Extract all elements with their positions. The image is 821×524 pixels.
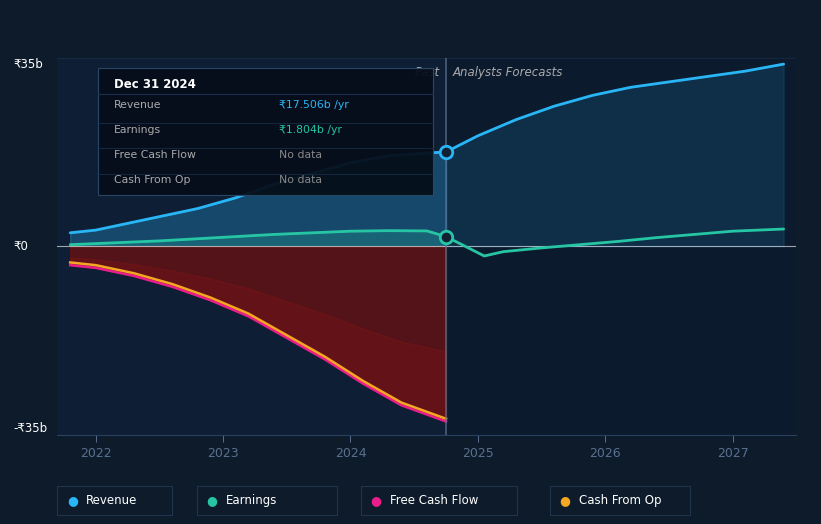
- FancyBboxPatch shape: [99, 69, 433, 195]
- Text: ●: ●: [559, 494, 571, 507]
- Text: ₹0: ₹0: [13, 240, 28, 253]
- Text: ●: ●: [370, 494, 382, 507]
- Text: No data: No data: [279, 175, 322, 185]
- Text: Cash From Op: Cash From Op: [579, 494, 661, 507]
- Bar: [57, 58, 446, 435]
- Text: ₹1.804b /yr: ₹1.804b /yr: [279, 125, 342, 135]
- Text: ₹35b: ₹35b: [13, 58, 43, 71]
- Text: Past: Past: [415, 66, 440, 79]
- Text: Earnings: Earnings: [226, 494, 277, 507]
- Text: Free Cash Flow: Free Cash Flow: [113, 150, 195, 160]
- Text: -₹35b: -₹35b: [13, 422, 48, 435]
- Text: ₹17.506b /yr: ₹17.506b /yr: [279, 100, 349, 110]
- Bar: [446, 58, 796, 435]
- Text: Cash From Op: Cash From Op: [113, 175, 190, 185]
- Text: Earnings: Earnings: [113, 125, 161, 135]
- Text: Revenue: Revenue: [86, 494, 138, 507]
- Text: Dec 31 2024: Dec 31 2024: [113, 78, 195, 91]
- Text: No data: No data: [279, 150, 322, 160]
- Text: ●: ●: [67, 494, 78, 507]
- Text: Analysts Forecasts: Analysts Forecasts: [452, 66, 562, 79]
- Text: Free Cash Flow: Free Cash Flow: [390, 494, 479, 507]
- Text: Revenue: Revenue: [113, 100, 161, 110]
- Text: ●: ●: [206, 494, 218, 507]
